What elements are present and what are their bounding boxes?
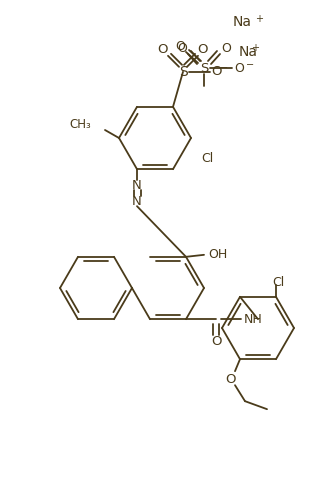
Text: O: O	[225, 372, 235, 386]
Text: NH: NH	[244, 313, 263, 326]
Text: OH: OH	[208, 248, 227, 261]
Text: O: O	[198, 43, 208, 56]
Text: Na: Na	[233, 15, 252, 29]
Text: N: N	[132, 179, 142, 192]
Text: O: O	[177, 41, 187, 55]
Text: Cl: Cl	[272, 277, 284, 289]
Text: S: S	[179, 65, 187, 79]
Text: CH₃: CH₃	[69, 118, 91, 130]
Text: O: O	[211, 65, 222, 78]
Text: +: +	[251, 43, 259, 53]
Text: S: S	[200, 62, 208, 74]
Text: Na: Na	[239, 45, 258, 59]
Text: +: +	[255, 14, 263, 24]
Text: O: O	[211, 335, 221, 348]
Text: O: O	[234, 62, 244, 75]
Text: −: −	[220, 63, 228, 73]
Text: Cl: Cl	[201, 152, 213, 165]
Text: −: −	[246, 60, 254, 70]
Text: O: O	[158, 43, 168, 56]
Text: N: N	[132, 195, 142, 208]
Text: O: O	[221, 41, 231, 55]
Text: O: O	[175, 39, 185, 53]
